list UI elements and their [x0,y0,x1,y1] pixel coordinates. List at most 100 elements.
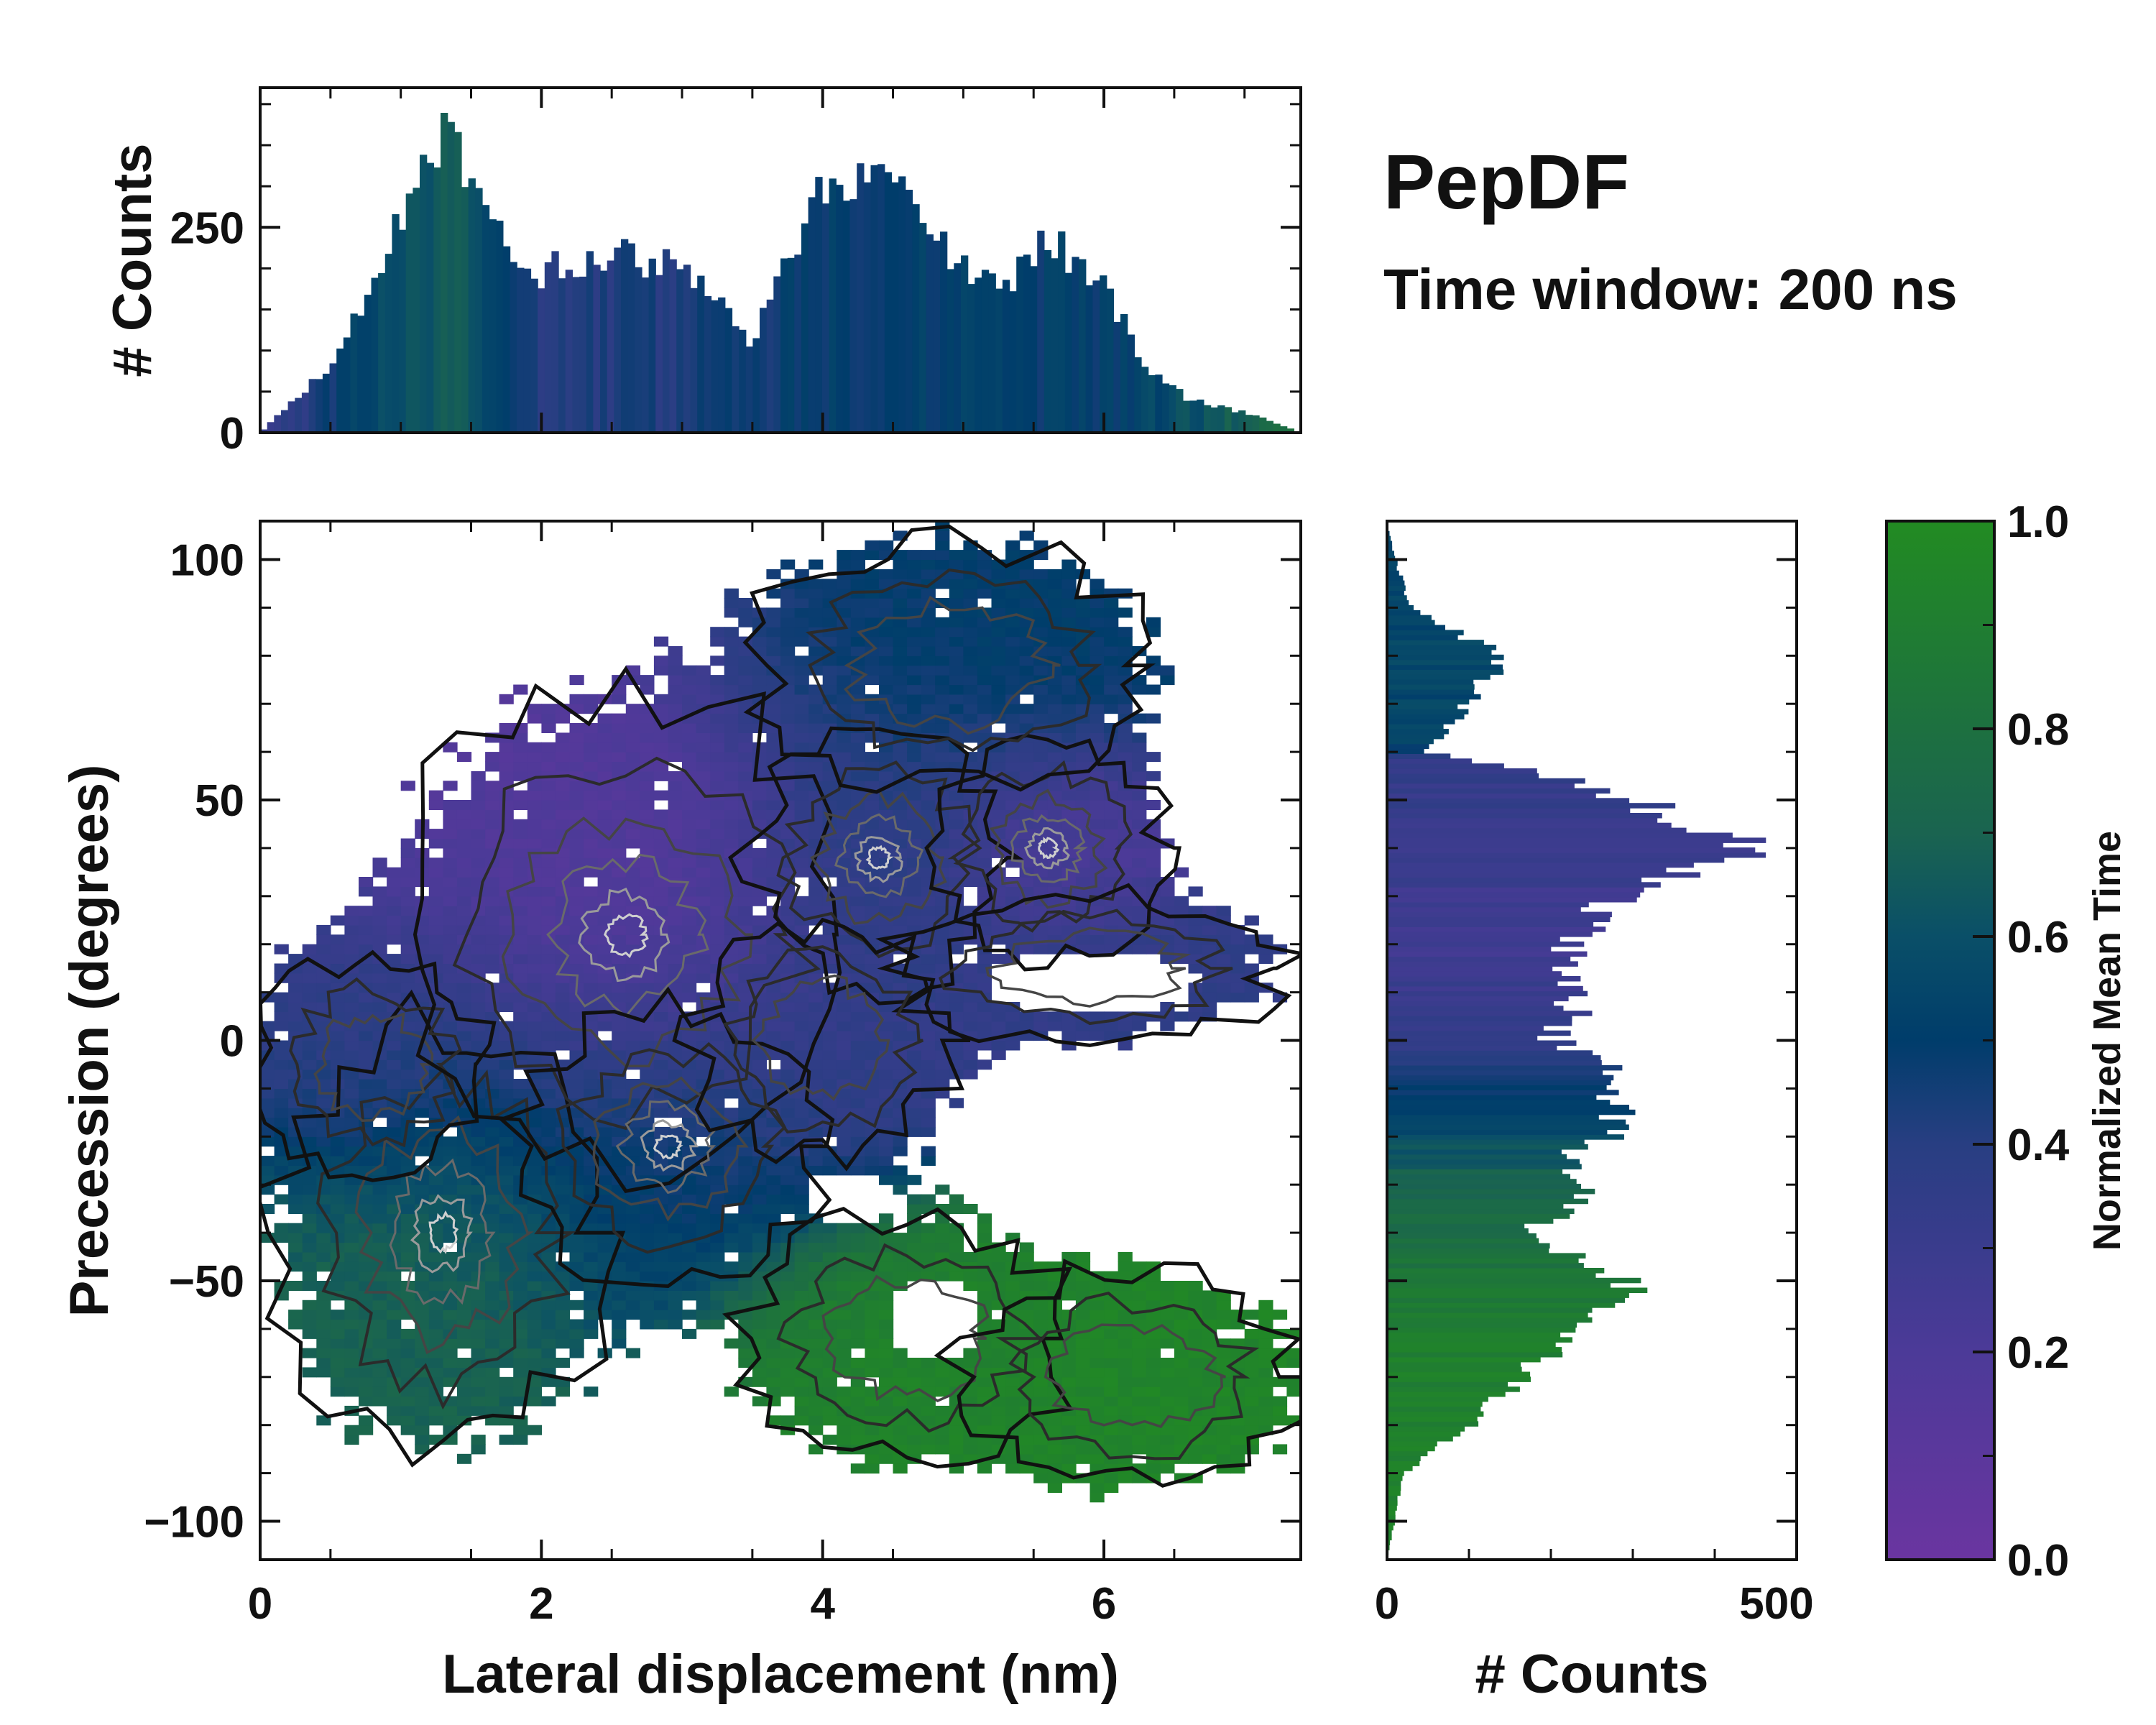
heatmap-cell [794,617,809,627]
right-histogram-bar [1387,1030,1571,1036]
heatmap-cell [808,934,824,945]
heatmap-cell [1258,1367,1273,1378]
heatmap-cell [612,713,627,724]
heatmap-cell [668,752,683,763]
right-histogram-bar [1387,1105,1629,1110]
heatmap-cell [612,1290,627,1301]
heatmap-cell [569,1002,584,1012]
heatmap-cell [668,656,683,666]
heatmap-cell [344,1223,359,1233]
heatmap-cell [584,1088,599,1099]
heatmap-cell [837,645,852,656]
heatmap-cell [808,598,824,608]
right-histogram-bar [1387,1203,1564,1210]
heatmap-cell [696,761,711,772]
heatmap-cell [682,1281,697,1291]
heatmap-cell [344,1213,359,1224]
heatmap-cell [696,752,711,763]
heatmap-cell [879,569,894,579]
heatmap-cell [1188,1338,1203,1349]
heatmap-cell [1047,829,1062,840]
heatmap-cell [879,1040,894,1051]
heatmap-cell [597,1223,612,1233]
right-histogram-bar [1387,1466,1413,1471]
heatmap-cell [288,972,303,983]
heatmap-cell [865,867,880,878]
heatmap-cell [794,1251,809,1262]
heatmap-cell [752,857,768,868]
heatmap-cell [794,924,809,935]
heatmap-cell [428,944,443,954]
heatmap-cell [794,1031,809,1041]
heatmap-cell [569,675,584,686]
heatmap-cell [907,915,922,926]
heatmap-cell [738,665,753,676]
heatmap-cell [640,886,655,897]
heatmap-cell [541,1319,556,1330]
heatmap-cell [893,1435,908,1445]
heatmap-cell [1047,1444,1062,1455]
heatmap-cell [668,1126,683,1137]
heatmap-cell [1089,1031,1105,1041]
heatmap-cell [541,781,556,791]
heatmap-cell [1089,704,1105,714]
heatmap-cell [1005,665,1021,676]
heatmap-cell [513,752,528,763]
right-histogram-bar [1387,1040,1577,1046]
right-histogram-bar [1387,990,1588,997]
heatmap-cell [372,1319,387,1330]
heatmap-cell [1146,684,1161,695]
heatmap-cell [584,886,599,897]
heatmap-cell [359,934,374,945]
right-histogram-bar [1387,1238,1539,1244]
heatmap-cell [668,886,683,897]
heatmap-cell [1118,1251,1133,1262]
heatmap-cell [668,1319,683,1330]
heatmap-cell [1061,1444,1077,1455]
heatmap-cell [1019,906,1034,916]
heatmap-cell [822,1310,837,1320]
heatmap-cell [428,1174,443,1185]
heatmap-cell [513,761,528,772]
heatmap-cell [935,1271,950,1282]
heatmap-cell [1118,1386,1133,1397]
heatmap-cell [921,1435,936,1445]
heatmap-cell [372,1002,387,1012]
heatmap-cell [443,847,458,858]
heatmap-cell [415,1204,430,1214]
heatmap-cell [893,1031,908,1041]
heatmap-cell [541,800,556,810]
heatmap-cell [921,636,936,647]
heatmap-cell [794,732,809,743]
heatmap-cell [808,1261,824,1272]
contour-line [722,945,923,1133]
heatmap-cell [541,1108,556,1118]
heatmap-cell [387,924,402,935]
heatmap-cell [1146,1386,1161,1397]
heatmap-cell [456,1002,472,1012]
heatmap-cell [1033,761,1049,772]
heatmap-cell [640,1040,655,1051]
heatmap-cell [907,838,922,849]
heatmap-cell [977,915,992,926]
heatmap-cell [288,1233,303,1243]
heatmap-cell [499,694,514,704]
heatmap-cell [400,1251,415,1262]
heatmap-cell [612,790,627,801]
heatmap-cell [541,857,556,868]
heatmap-cell [780,983,796,993]
heatmap-cell [1005,819,1021,829]
heatmap-cell [738,829,753,840]
heatmap-cell [865,1358,880,1368]
heatmap-cell [569,1059,584,1070]
heatmap-cell [1005,627,1021,638]
heatmap-cell [1104,1310,1119,1320]
heatmap-cell [1160,1386,1175,1397]
heatmap-cell [359,877,374,887]
heatmap-cell [428,1367,443,1378]
heatmap-cell [527,1204,542,1214]
heatmap-cell [724,675,739,686]
heatmap-cell [541,1174,556,1185]
heatmap-cell [1047,1011,1062,1022]
heatmap-cell [949,770,964,781]
